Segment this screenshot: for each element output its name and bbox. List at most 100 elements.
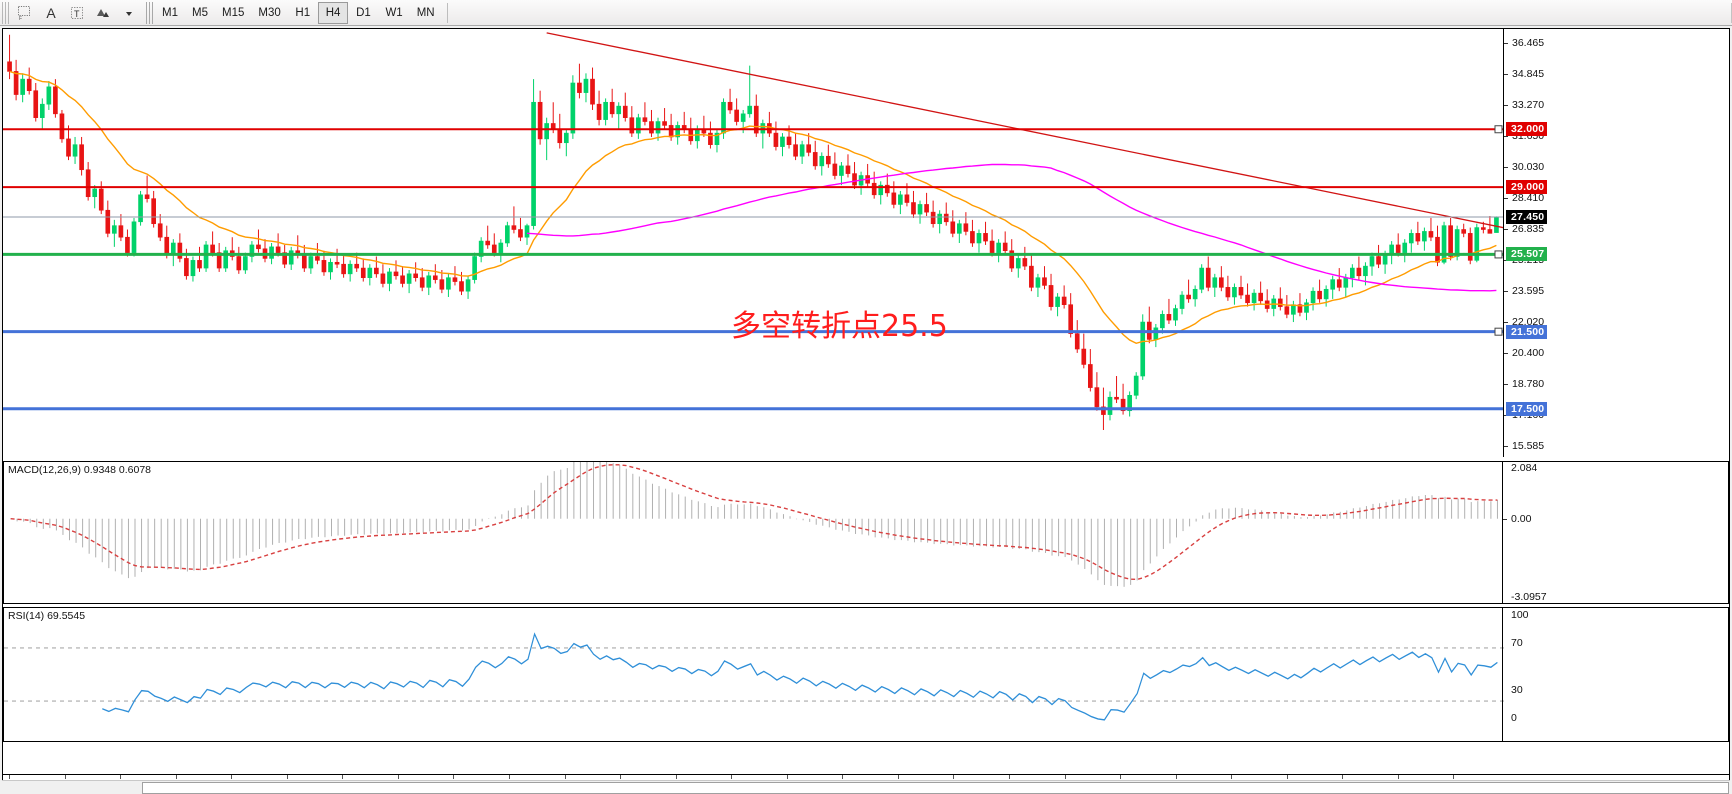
chevron-down-icon[interactable] (116, 2, 142, 24)
time-tick-mark (342, 775, 344, 779)
price-tick-label: 15.585 (1512, 439, 1545, 452)
price-pane[interactable]: 36.46534.84533.27031.65030.03028.41026.8… (3, 29, 1729, 457)
crosshair-icon[interactable]: F (12, 2, 38, 24)
price-tick-mark (1504, 104, 1508, 106)
scrollbar-track-left[interactable] (2, 782, 141, 794)
timeframe-m30[interactable]: M30 (258, 6, 281, 19)
price-tick-mark (1504, 136, 1508, 137)
price-tick-label: 26.835 (1512, 222, 1545, 235)
price-tick-label: 30.030 (1512, 161, 1545, 174)
time-tick-mark (1453, 775, 1455, 779)
time-tick-mark (564, 775, 566, 779)
price-plot[interactable] (3, 29, 1503, 457)
svg-text:T: T (74, 9, 80, 19)
macd-tick-label: 0.00 (1511, 512, 1532, 525)
time-tick-mark (897, 775, 899, 779)
chart-area: UKOil-,H4 26.640 27.480 26.640 27.450 36… (2, 28, 1730, 792)
main-toolbar: F A T M1 M5 M15 M30 H1 H4 (0, 0, 1732, 26)
rsi-tick-label: 70 (1511, 637, 1523, 650)
price-tick-mark (1504, 291, 1508, 293)
price-tick-mark (1504, 198, 1508, 200)
macd-tick-mark (1503, 518, 1507, 520)
time-tick-mark (453, 775, 455, 779)
rsi-tick-label: 0 (1511, 712, 1517, 724)
rsi-label: RSI(14) 69.5545 (8, 610, 86, 622)
timeframe-m5[interactable]: M5 (192, 6, 208, 19)
price-tick-label: 18.780 (1512, 378, 1545, 391)
timeframe-m15[interactable]: M15 (222, 6, 245, 19)
price-level-tag[interactable]: 32.000 (1506, 122, 1548, 137)
time-tick-mark (731, 775, 733, 779)
price-tick-label: 20.400 (1512, 346, 1545, 359)
price-tick-mark (1504, 384, 1508, 386)
price-tick-label: 28.410 (1512, 192, 1545, 205)
time-tick-mark (286, 775, 288, 779)
time-tick-mark (509, 775, 510, 779)
toolbar-separator (446, 2, 448, 23)
svg-text:F: F (19, 16, 22, 21)
time-tick-mark (675, 775, 677, 779)
time-tick-mark (786, 775, 788, 779)
time-tick-mark (175, 775, 177, 779)
time-tick-mark (1397, 775, 1399, 779)
time-tick-mark (842, 775, 844, 779)
time-tick-mark (64, 775, 66, 779)
time-tick-mark (1342, 775, 1344, 779)
toolbar-grip-2[interactable] (146, 1, 155, 24)
time-tick-mark (1231, 775, 1233, 779)
rsi-plot[interactable] (4, 608, 1504, 741)
time-tick-mark (397, 775, 399, 779)
price-level-tag[interactable]: 25.507 (1506, 247, 1548, 262)
price-tick-label: 36.465 (1512, 37, 1545, 50)
macd-tick-label: 2.084 (1511, 462, 1538, 474)
macd-tick-label: -3.0957 (1511, 591, 1547, 603)
price-tick-label: 34.845 (1512, 68, 1545, 81)
timeframe-w1[interactable]: W1 (385, 6, 403, 19)
time-tick-mark (1175, 775, 1177, 779)
text-a-icon[interactable]: A (46, 4, 56, 21)
price-axis[interactable]: 36.46534.84533.27031.65030.03028.41026.8… (1503, 29, 1729, 457)
price-level-tag[interactable]: 21.500 (1506, 324, 1548, 339)
chart-annotation: 多空转折点25.5 (731, 309, 948, 344)
time-tick-mark (1064, 775, 1066, 779)
price-tick-mark (1504, 167, 1508, 169)
timeframe-h1[interactable]: H1 (295, 6, 311, 19)
time-tick-mark (620, 775, 622, 779)
rsi-axis[interactable]: 100 70 30 0 (1502, 608, 1728, 741)
timeframe-mn[interactable]: MN (416, 6, 435, 19)
price-tick-mark (1504, 43, 1508, 45)
time-tick-mark (953, 775, 955, 779)
rsi-pane[interactable]: RSI(14) 69.5545 100 70 30 0 (3, 607, 1729, 742)
timeframe-h4[interactable]: H4 (317, 1, 349, 24)
price-level-tag[interactable]: 27.450 (1506, 209, 1548, 224)
rsi-tick-label: 100 (1511, 609, 1529, 621)
macd-axis[interactable]: 2.084 0.00 -3.0957 (1502, 462, 1728, 603)
price-tick-mark (1504, 445, 1508, 447)
price-tick-mark (1504, 415, 1508, 417)
timeframe-d1[interactable]: D1 (356, 6, 371, 19)
scrollbar-thumb[interactable] (142, 782, 1729, 794)
price-tick-mark (1504, 352, 1508, 354)
price-tick-mark (1504, 228, 1508, 230)
rsi-tick-label: 30 (1511, 683, 1523, 696)
price-level-tag[interactable]: 29.000 (1506, 180, 1548, 195)
time-tick-mark (120, 775, 122, 779)
price-tick-label: 33.270 (1512, 98, 1545, 111)
toolbar-grip[interactable] (2, 1, 11, 24)
horizontal-scrollbar[interactable] (2, 780, 1730, 794)
text-box-icon[interactable]: T (64, 2, 90, 24)
macd-label: MACD(12,26,9) 0.9348 0.6078 (8, 464, 152, 476)
timeframe-m1[interactable]: M1 (162, 6, 178, 19)
price-tick-mark (1504, 321, 1508, 323)
time-tick-mark (1120, 775, 1122, 779)
price-level-tag[interactable]: 17.500 (1506, 401, 1548, 416)
macd-pane[interactable]: MACD(12,26,9) 0.9348 0.6078 2.084 0.00 -3.… (3, 461, 1729, 604)
price-tick-mark (1504, 74, 1508, 76)
macd-plot[interactable] (4, 462, 1504, 603)
time-tick-mark (1009, 775, 1010, 779)
time-tick-mark (9, 775, 10, 779)
time-tick-mark (231, 775, 233, 779)
price-tick-label: 23.595 (1512, 285, 1545, 298)
objects-icon[interactable] (90, 2, 116, 24)
